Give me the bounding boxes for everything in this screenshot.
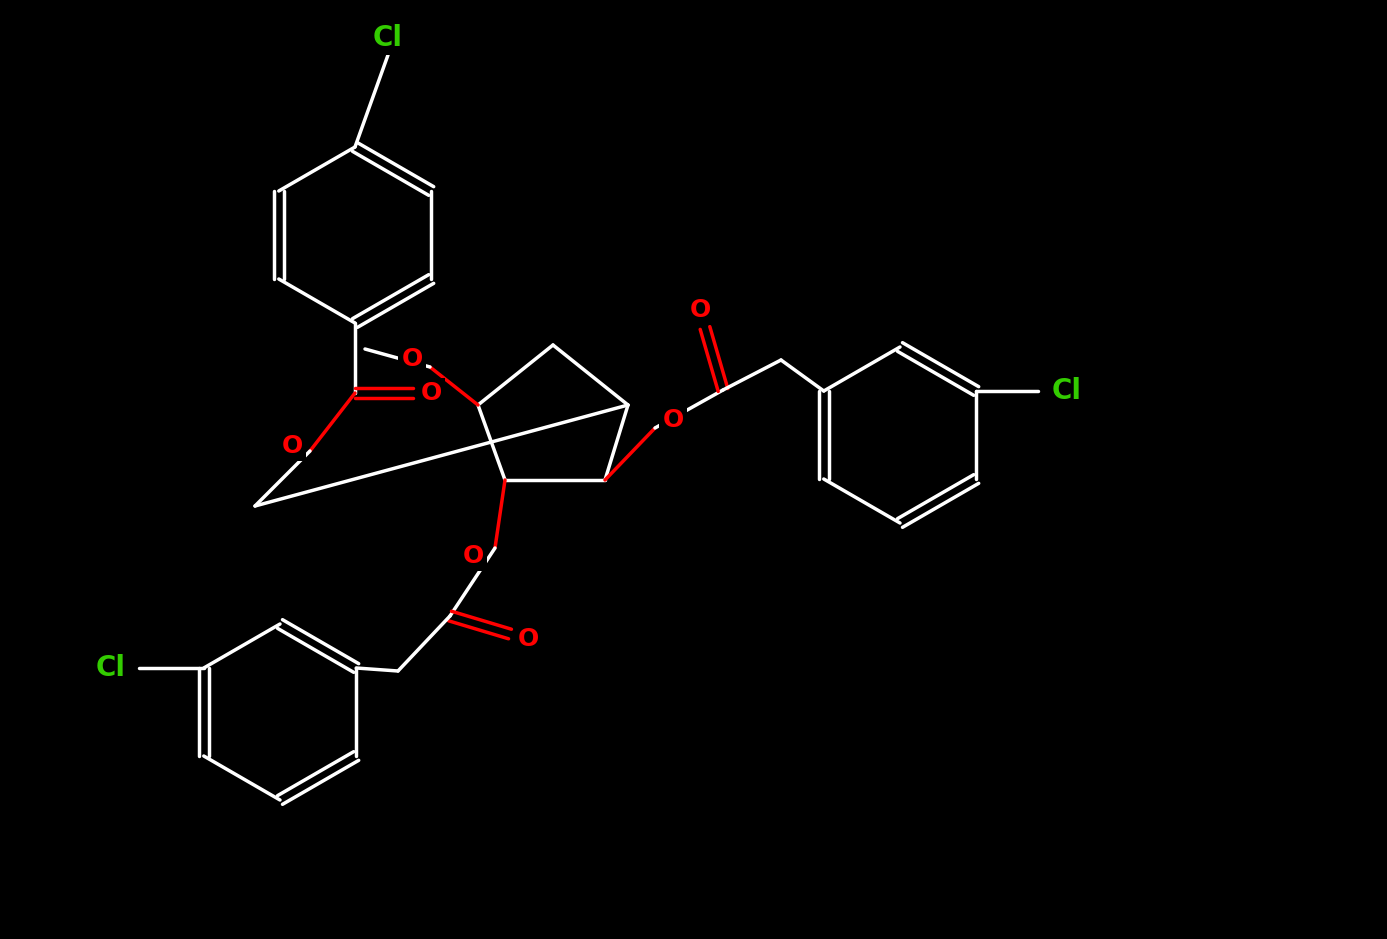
Text: O: O xyxy=(420,381,441,405)
Text: O: O xyxy=(282,434,302,458)
Text: Cl: Cl xyxy=(96,654,126,682)
Text: O: O xyxy=(689,298,710,322)
Text: Cl: Cl xyxy=(1051,377,1082,405)
Text: O: O xyxy=(517,627,538,651)
Text: O: O xyxy=(663,408,684,432)
Text: O: O xyxy=(462,544,484,568)
Text: Cl: Cl xyxy=(373,24,404,52)
Text: O: O xyxy=(401,347,423,371)
